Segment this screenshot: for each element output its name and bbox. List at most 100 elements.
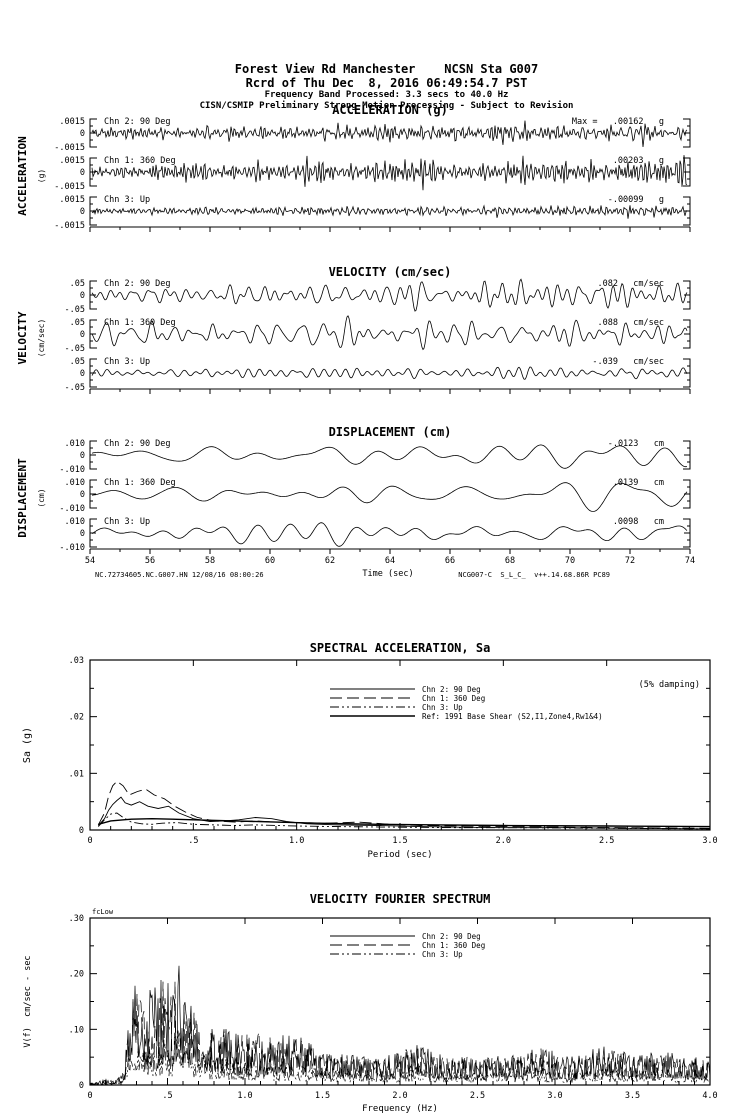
spectrum-curve [97,796,711,830]
spectral-acceleration-chart: SPECTRAL ACCELERATION, Sa 0 .5 1.0 1.5 2.0 2.5… [22,641,718,860]
y-tick-label: .010 [65,478,85,488]
x-tick-label: 1.0 [237,1091,252,1101]
max-value-label: .0139 cm [613,478,664,488]
trace-line [91,120,688,148]
legend-label: Chn 2: 90 Deg [422,685,481,694]
x-tick-label: 4.0 [702,1091,717,1101]
max-value-label: .0098 cm [613,517,664,527]
y-tick-label: .10 [69,1025,84,1035]
channel-label: Chn 1: 360 Deg [104,318,176,328]
x-tick-label: 1.0 [289,836,304,846]
trace-line [91,522,688,547]
spectrum-curve [97,812,711,830]
x-tick-label: 70 [565,556,575,566]
y-tick-label: 0 [79,826,84,836]
trace-line [91,278,688,312]
y-tick-label: -.05 [65,383,85,393]
x-tick-label: 3.0 [702,836,717,846]
y-tick-label: .0015 [59,195,85,205]
trace-line [91,315,688,351]
legend-label: Chn 3: Up [422,950,463,959]
x-tick-label: 2.5 [470,1091,485,1101]
channel-label: Chn 1: 360 Deg [104,156,176,166]
y-axis-title: ACCELERATION [16,136,29,215]
x-tick-label: 2.0 [496,836,511,846]
legend-label: Chn 1: 360 Deg [422,941,485,950]
y-axis-units: (g) [37,169,46,183]
x-tick-label: 66 [445,556,455,566]
channel-label: Chn 3: Up [104,195,150,205]
channel-label: Chn 2: 90 Deg [104,117,171,127]
x-tick-label: 74 [685,556,695,566]
y-tick-label: -.010 [59,543,85,553]
y-tick-label: 0 [80,291,85,301]
chart-title: VELOCITY (cm/sec) [329,265,452,279]
y-tick-label: -.0015 [54,182,85,192]
x-tick-label: 56 [145,556,155,566]
y-tick-label: .0015 [59,117,85,127]
x-axis-title: Time (sec) [362,569,413,579]
y-tick-label: .0015 [59,156,85,166]
legend-label: Ref: 1991 Base Shear (S2,I1,Zone4,Rw1&4) [422,712,603,721]
channel-label: Chn 3: Up [104,517,150,527]
x-tick-label: 1.5 [392,836,407,846]
y-tick-label: 0 [80,529,85,539]
station-title: Forest View Rd Manchester NCSN Sta G007 [234,62,539,76]
x-axis-title: Frequency (Hz) [362,1104,438,1114]
x-tick-label: 3.0 [547,1091,562,1101]
velocity-chart: VELOCITY (cm/sec) VELOCITY (cm/sec) .05 0 -.0… [16,265,691,394]
y-tick-label: -.05 [65,344,85,354]
plot-frame [89,659,711,831]
y-axis-title: Sa (g) [22,727,33,763]
x-tick-label: 1.5 [315,1091,330,1101]
channel-label: Chn 2: 90 Deg [104,439,171,449]
channel-label: Chn 3: Up [104,357,150,367]
y-tick-label: .02 [69,713,84,723]
x-tick-label: 64 [385,556,395,566]
displacement-chart: DISPLACEMENT (cm) DISPLACEMENT (cm) .010 0 -.… [16,425,695,579]
y-tick-label: 0 [80,207,85,217]
y-tick-label: .05 [70,357,85,367]
y-axis-title: VELOCITY [16,311,29,364]
x-tick-label: .5 [188,836,198,846]
x-tick-label: 62 [325,556,335,566]
chart-title: VELOCITY FOURIER SPECTRUM [310,892,491,906]
max-value-label: .00203 g [613,156,664,166]
trace-line [91,366,688,380]
max-value-label: -.00099 g [608,195,664,205]
chart-title: DISPLACEMENT (cm) [329,425,452,439]
chart-title: ACCELERATION (g) [332,103,448,117]
trace-line [91,444,688,469]
y-tick-label: .010 [65,439,85,449]
spectrum-curve [98,817,711,828]
x-tick-label: 2.0 [392,1091,407,1101]
trace-line [91,204,688,219]
x-tick-label: 58 [205,556,215,566]
y-tick-label: .05 [70,318,85,328]
fc-low-label: fcLow [92,908,114,916]
acceleration-chart: ACCELERATION (g) ACCELERATION (g) .0015 0 -.0… [16,103,691,232]
y-tick-label: 0 [80,330,85,340]
trace-line [91,155,688,191]
y-tick-label: -.010 [59,504,85,514]
frequency-band-note: Frequency Band Processed: 3.3 secs to 40… [264,90,509,101]
velocity-fourier-spectrum-chart: VELOCITY FOURIER SPECTRUM fcLow 0 .5 1.0 1.5 2… [23,892,718,1114]
channel-label: Chn 1: 360 Deg [104,478,176,488]
y-axis-units: (cm) [37,488,46,507]
y-tick-label: 0 [79,1081,84,1091]
x-tick-label: 68 [505,556,515,566]
x-tick-label: 60 [265,556,275,566]
y-tick-label: .03 [69,656,84,666]
y-tick-label: 0 [80,129,85,139]
x-tick-label: 2.5 [599,836,614,846]
max-value-label: -.039 cm/sec [592,357,664,367]
record-timestamp: Rcrd of Thu Dec 8, 2016 06:49:54.7 PST [245,76,528,91]
max-value-label: Max = .00162 g [572,117,664,127]
y-axis-title: V(f) cm/sec - sec [23,955,33,1047]
y-tick-label: 0 [80,451,85,461]
y-tick-label: -.0015 [54,221,85,231]
processing-note: CISN/CSMIP Preliminary Strong Motion Pro… [199,100,574,111]
y-tick-label: .010 [65,517,85,527]
damping-note: (5% damping) [639,680,700,690]
